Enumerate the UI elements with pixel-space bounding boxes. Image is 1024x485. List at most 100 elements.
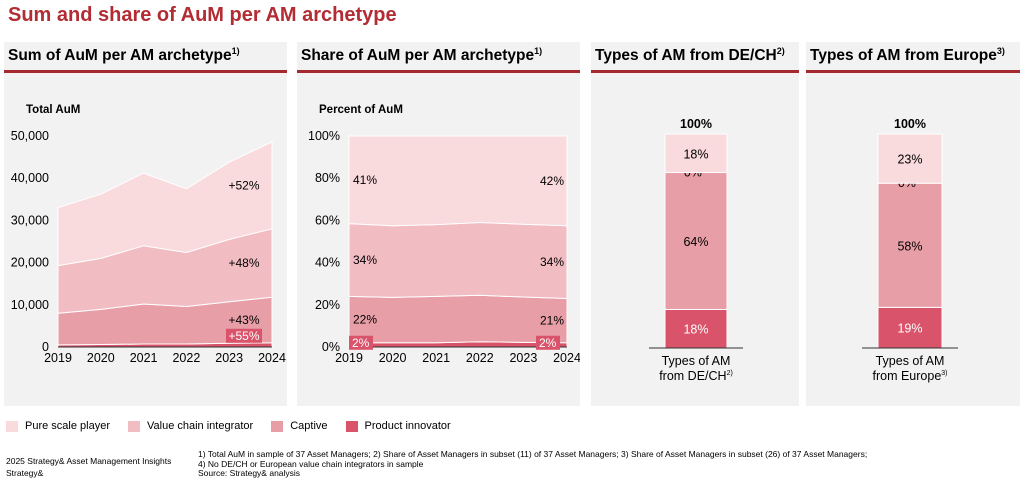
x-tick-label: 2019 [335,351,363,365]
growth-label-product-innovator: +55% [228,329,259,343]
footnote-line: Source: Strategy& analysis [198,468,301,478]
x-tick-label: 2022 [172,351,200,365]
footer-brand: Strategy& [6,468,44,478]
europe-panel: Types of AM from Europe3) 100%19%58%0%4)… [806,42,1020,406]
start-label-value-chain-integrator: 34% [353,253,377,267]
panel-title-rule [4,70,287,73]
y-tick-label: 20,000 [11,256,49,270]
start-label-pure-scale-player: 41% [353,173,377,187]
bar-label-captive: 64% [683,235,708,249]
share-aum-panel: Share of AuM per AM archetype1) Percent … [297,42,580,406]
y-tick-label: 0% [322,340,340,354]
x-tick-label: 2022 [466,351,494,365]
y-tick-label: 30,000 [11,213,49,227]
x-tick-label: 2021 [130,351,158,365]
share-aum-chart: Percent of AuM 0% 20% 40% 60% 80% 100% 2019 2020… [308,104,580,365]
x-tick-label: 2024 [258,351,286,365]
sum-aum-panel-title: Sum of AuM per AM archetype1) [8,46,240,65]
footer-publication: 2025 Strategy& Asset Management Insights [6,456,172,466]
x-tick-label: 2023 [509,351,537,365]
legend-item-value-chain-integrator: Value chain integrator [128,420,253,432]
footnote-ref: 2) [727,370,733,377]
end-label-pure-scale-player: 42% [540,174,564,188]
legend-label: Pure scale player [25,420,110,432]
legend-swatch [128,420,140,432]
area-captive [348,294,568,344]
y-tick-label: 0 [42,340,49,354]
bar-label-product-innovator: 19% [897,322,922,336]
share-label-box [349,335,373,350]
growth-label-box [226,328,262,343]
x-tick-label: 2023 [215,351,243,365]
panel-title-rule [591,70,799,73]
total-label: 100% [680,117,712,131]
sum-aum-chart: Total AuM 0 10,000 20,000 30,000 40,000 50,000… [11,104,286,365]
legend-item-pure-scale-player: Pure scale player [6,420,110,432]
panel-title-rule [806,70,1020,73]
bar-segment-captive [877,182,943,308]
x-label-line1: Types of AM [662,354,731,368]
y-axis-title: Percent of AuM [319,104,403,116]
y-tick-label: 50,000 [11,129,49,143]
legend-label: Captive [290,420,328,432]
x-tick-label: 2019 [44,351,72,365]
x-tick-label: 2021 [422,351,450,365]
page-title: Sum and share of AuM per AM archetype [8,4,397,26]
footnote-line: 1) Total AuM in sample of 37 Asset Manag… [198,449,868,459]
end-label-captive: 21% [540,314,564,328]
y-axis-title: Total AuM [26,104,80,116]
y-tick-label: 80% [315,171,340,185]
end-label-value-chain-integrator: 34% [540,255,564,269]
de-ch-panel-title: Types of AM from DE/CH2) [595,46,785,65]
y-tick-label: 10,000 [11,298,49,312]
x-tick-label: 2020 [379,351,407,365]
area-pure-scale-player [57,141,273,267]
start-label-captive: 22% [353,313,377,327]
panel-title-rule [297,70,580,73]
footnotes: 1) Total AuM in sample of 37 Asset Manag… [198,449,868,479]
europe-panel-title: Types of AM from Europe3) [810,46,1005,65]
footer-source-left: 2025 Strategy& Asset Management Insights… [6,455,171,479]
x-tick-label: 2024 [553,351,580,365]
y-tick-label: 40% [315,256,340,270]
legend-swatch [345,420,358,432]
x-label-line2: from Europe3) [872,369,947,383]
y-tick-label: 40,000 [11,171,49,185]
x-label-line1: Types of AM [876,354,945,368]
legend-swatch [6,420,18,432]
share-label-box [536,335,560,350]
bar-label-captive: 58% [897,239,922,253]
total-label: 100% [894,117,926,131]
footnote-ref: 3) [941,370,947,377]
share-aum-panel-title: Share of AuM per AM archetype1) [301,46,543,65]
bar-label-pure-scale-player: 18% [683,147,708,161]
x-tick-label: 2020 [87,351,115,365]
bar-segment-pure-scale-player [664,133,728,174]
footnote-line: 4) No DE/CH or European value chain inte… [198,458,424,469]
area-value-chain-integrator [348,221,568,300]
legend-label: Product innovator [364,420,451,432]
bar-segment-pure-scale-player [877,133,943,184]
legend-item-product-innovator: Product innovator [345,420,451,432]
legend-item-captive: Captive [271,420,328,432]
sum-aum-panel: Sum of AuM per AM archetype1) Total AuM 0… [4,42,287,406]
growth-label-pure-scale-player: +52% [228,178,259,192]
area-pure-scale-player [348,135,568,227]
growth-label-value-chain-integrator: +48% [228,256,259,270]
bar-label-product-innovator: 18% [683,323,708,337]
y-tick-label: 20% [315,298,340,312]
legend-label: Value chain integrator [147,420,254,432]
x-label-line2: from DE/CH2) [659,369,733,383]
legend: Pure scale player Value chain integrator… [6,420,451,432]
end-label-product-innovator: 2% [539,336,557,350]
y-tick-label: 60% [315,213,340,227]
start-label-product-innovator: 2% [352,336,370,350]
bar-segment-product-innovator [664,308,728,349]
bar-label-pure-scale-player: 23% [897,153,922,167]
legend-swatch [271,420,284,432]
y-tick-label: 100% [308,129,340,143]
de-ch-panel: Types of AM from DE/CH2) 100%18%64%0%4)1… [591,42,799,406]
growth-label-captive: +43% [228,313,259,327]
